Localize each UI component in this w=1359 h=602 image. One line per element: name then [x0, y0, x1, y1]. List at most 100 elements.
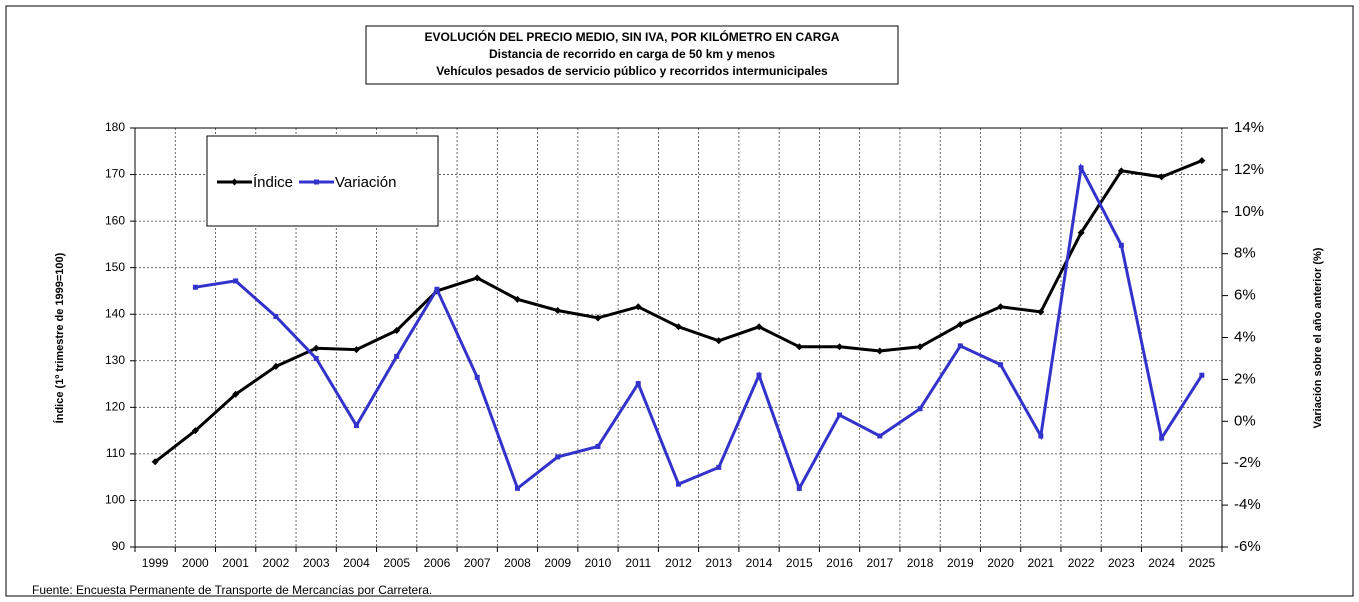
marker: [554, 306, 562, 314]
x-tick-label: 2011: [625, 556, 651, 570]
y2-tick-label: 10%: [1234, 203, 1264, 220]
y2-tick-label: 4%: [1234, 328, 1256, 345]
y-tick-label: 160: [105, 213, 125, 227]
marker: [1038, 433, 1044, 439]
title-box: [365, 25, 899, 85]
marker: [393, 327, 401, 335]
marker: [716, 464, 722, 470]
marker: [998, 362, 1004, 368]
marker: [232, 390, 240, 398]
x-tick-label: 2018: [907, 556, 934, 570]
marker: [1078, 165, 1084, 171]
y-tick-label: 130: [105, 353, 125, 367]
x-tick-label: 2015: [786, 556, 813, 570]
y2-tick-label: 0%: [1234, 412, 1256, 429]
x-tick-label: 2017: [866, 556, 893, 570]
x-tick-label: 2025: [1189, 556, 1216, 570]
y-tick-label: 120: [105, 400, 125, 414]
marker: [877, 433, 883, 439]
x-tick-label: 2013: [705, 556, 732, 570]
marker: [233, 278, 239, 284]
marker: [837, 412, 843, 418]
marker: [272, 362, 280, 370]
marker: [836, 343, 844, 351]
marker: [352, 346, 360, 354]
marker: [1037, 308, 1045, 316]
x-tick-label: 2001: [222, 556, 249, 570]
x-tick-label: 2004: [343, 556, 370, 570]
y2-tick-label: 12%: [1234, 161, 1264, 178]
y-tick-label: 90: [112, 539, 126, 553]
marker: [1077, 229, 1085, 237]
marker: [635, 381, 641, 387]
plot-frame: [134, 127, 1223, 548]
marker: [1198, 157, 1206, 165]
y2-tick-label: 8%: [1234, 245, 1256, 262]
chart-subtitle: Distancia de recorrido en carga de 50 km…: [489, 47, 775, 61]
y2-tick-label: -4%: [1234, 496, 1261, 513]
marker: [514, 485, 520, 491]
marker: [795, 343, 803, 351]
x-tick-label: 2021: [1027, 556, 1054, 570]
x-tick-label: 2000: [182, 556, 209, 570]
x-tick-label: 2003: [303, 556, 330, 570]
marker: [756, 372, 762, 378]
y2-axis-title: Variación sobre el año anterior (%): [1312, 247, 1324, 428]
marker: [151, 458, 159, 466]
chart-title: EVOLUCIÓN DEL PRECIO MEDIO, SIN IVA, POR…: [425, 29, 840, 44]
marker: [273, 314, 279, 320]
x-tick-label: 2007: [464, 556, 491, 570]
marker: [755, 323, 763, 331]
marker: [594, 314, 602, 322]
y-tick-label: 180: [105, 120, 125, 134]
y-tick-label: 150: [105, 260, 125, 274]
marker: [434, 286, 440, 292]
source-note: Fuente: Encuesta Permanente de Transport…: [32, 583, 432, 597]
x-tick-label: 2010: [585, 556, 612, 570]
y-tick-label: 140: [105, 306, 125, 320]
legend-marker: [231, 178, 238, 186]
marker: [917, 406, 923, 412]
x-tick-label: 1999: [142, 556, 169, 570]
marker: [394, 353, 400, 359]
x-tick-label: 2006: [424, 556, 451, 570]
marker: [513, 295, 521, 303]
marker: [191, 427, 199, 435]
series-line: [195, 163, 1204, 492]
marker: [192, 284, 198, 290]
y2-tick-label: 14%: [1234, 119, 1264, 136]
marker: [555, 454, 561, 460]
marker: [473, 274, 481, 282]
legend-marker: [314, 179, 320, 185]
x-tick-label: 2008: [504, 556, 531, 570]
x-tick-label: 2009: [544, 556, 571, 570]
y2-tick-label: -6%: [1234, 538, 1261, 555]
marker: [1199, 372, 1205, 378]
marker: [1118, 242, 1124, 248]
x-tick-label: 2020: [987, 556, 1014, 570]
legend-label: Variación: [335, 174, 396, 191]
marker: [634, 303, 642, 311]
x-tick-label: 2023: [1108, 556, 1135, 570]
chart-subtitle: Vehículos pesados de servicio público y …: [436, 64, 828, 78]
y-tick-label: 170: [105, 167, 125, 181]
marker: [312, 344, 320, 352]
marker: [675, 323, 682, 331]
marker: [1117, 167, 1125, 175]
x-tick-label: 2016: [826, 556, 853, 570]
legend-label: Índice: [253, 174, 293, 191]
x-tick-label: 2012: [665, 556, 692, 570]
marker: [474, 374, 480, 380]
x-tick-label: 2019: [947, 556, 974, 570]
marker: [957, 343, 963, 349]
marker: [1158, 173, 1166, 181]
marker: [956, 320, 964, 328]
x-tick-label: 2024: [1148, 556, 1175, 570]
y-axis-title: Índice (1º trimestre de 1999=100): [53, 252, 66, 423]
marker: [876, 347, 884, 355]
chart-border: [5, 5, 1354, 597]
marker: [676, 481, 681, 487]
marker: [715, 337, 723, 345]
marker: [916, 343, 924, 351]
